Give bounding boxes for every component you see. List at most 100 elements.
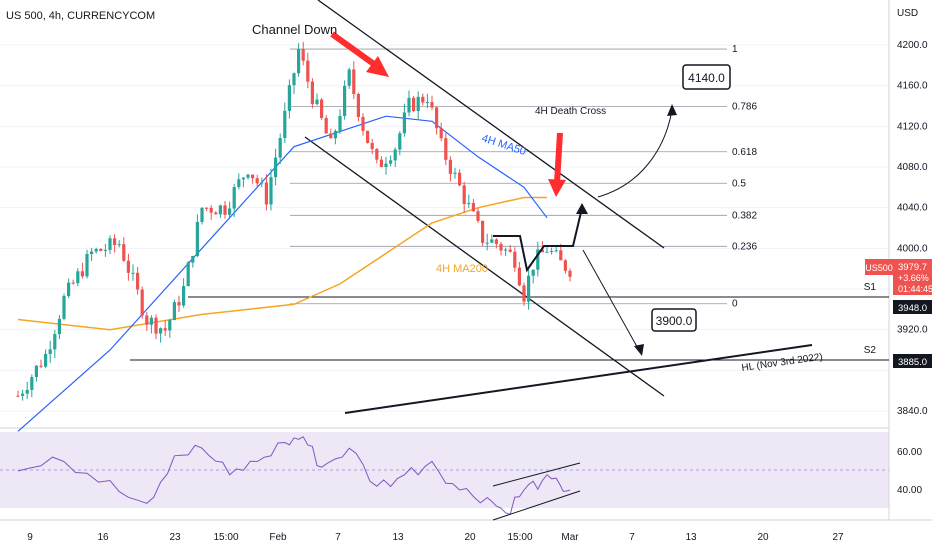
time-axis[interactable]: 9 16 23 15:00 Feb 7 13 20 15:00 Mar 7 13 20 27 [27, 532, 844, 543]
candle-body[interactable] [389, 160, 393, 164]
candle-body[interactable] [508, 249, 512, 252]
candle-body[interactable] [522, 285, 526, 302]
candle-body[interactable] [122, 244, 126, 261]
candle-body[interactable] [283, 110, 287, 139]
candle-body[interactable] [48, 349, 52, 354]
candle-body[interactable] [490, 239, 494, 243]
candle-body[interactable] [90, 251, 94, 255]
channel-upper-line[interactable] [317, 0, 665, 249]
candle-body[interactable] [513, 251, 517, 268]
candle-body[interactable] [421, 96, 425, 103]
candle-body[interactable] [209, 207, 213, 213]
candle-body[interactable] [416, 96, 420, 112]
candle-body[interactable] [352, 69, 356, 94]
target-low-box[interactable] [651, 308, 697, 332]
candle-body[interactable] [379, 159, 383, 167]
target-high-arrow[interactable] [597, 109, 673, 198]
candle-body[interactable] [517, 267, 521, 286]
candle-body[interactable] [278, 138, 282, 158]
candle-body[interactable] [99, 248, 103, 251]
candle-body[interactable] [218, 205, 222, 215]
candle-body[interactable] [237, 179, 241, 188]
candle-body[interactable] [140, 289, 144, 316]
candle-body[interactable] [315, 99, 319, 105]
candle-body[interactable] [407, 97, 411, 113]
candle-body[interactable] [370, 142, 374, 150]
candles[interactable] [16, 41, 572, 401]
candle-body[interactable] [34, 365, 38, 378]
rsi-channel-lower[interactable] [492, 490, 581, 521]
candle-body[interactable] [504, 249, 508, 251]
fib-retracement[interactable]: 1 0.786 0.618 0.5 0.382 0.236 0 [290, 44, 757, 310]
candle-body[interactable] [347, 69, 351, 86]
candle-body[interactable] [145, 315, 149, 325]
candle-body[interactable] [131, 272, 135, 274]
channel-lower-line[interactable] [304, 136, 665, 397]
candle-body[interactable] [228, 208, 232, 215]
candle-body[interactable] [453, 172, 457, 174]
candle-body[interactable] [471, 203, 475, 212]
candle-body[interactable] [182, 286, 186, 306]
candle-body[interactable] [444, 138, 448, 160]
candle-body[interactable] [393, 149, 397, 161]
candle-body[interactable] [223, 205, 227, 215]
candle-body[interactable] [531, 269, 535, 276]
target-high-box[interactable] [682, 64, 731, 90]
candle-body[interactable] [154, 317, 158, 334]
candle-body[interactable] [16, 395, 20, 397]
candle-body[interactable] [485, 242, 489, 244]
hl-trendline[interactable] [344, 344, 813, 414]
candle-body[interactable] [205, 207, 209, 209]
price-axis[interactable]: 4200.0 4160.0 4120.0 4080.0 4040.0 4000.0 3920… [897, 40, 928, 417]
candle-body[interactable] [554, 250, 558, 252]
candle-body[interactable] [246, 174, 250, 178]
candle-body[interactable] [402, 112, 406, 134]
candle-body[interactable] [356, 93, 360, 117]
rsi-line[interactable] [17, 436, 571, 516]
candle-body[interactable] [149, 317, 153, 325]
candle-body[interactable] [343, 85, 347, 116]
candle-body[interactable] [462, 185, 466, 205]
candle-body[interactable] [329, 133, 333, 139]
candle-body[interactable] [274, 157, 278, 178]
projection-path[interactable] [493, 207, 583, 273]
rsi-channel-upper[interactable] [492, 462, 581, 487]
candle-body[interactable] [536, 249, 540, 270]
candle-body[interactable] [85, 254, 89, 277]
ma50-line[interactable] [17, 115, 548, 432]
candle-body[interactable] [232, 187, 236, 209]
candle-body[interactable] [53, 334, 57, 350]
candle-body[interactable] [44, 353, 48, 367]
candle-body[interactable] [67, 282, 71, 297]
candle-body[interactable] [297, 49, 301, 74]
candle-body[interactable] [287, 85, 291, 111]
candle-body[interactable] [301, 49, 305, 61]
candle-body[interactable] [540, 249, 544, 253]
candle-body[interactable] [76, 271, 80, 284]
candle-body[interactable] [214, 212, 218, 215]
candle-body[interactable] [264, 182, 268, 205]
candle-body[interactable] [241, 177, 245, 180]
candle-body[interactable] [375, 149, 379, 160]
candle-body[interactable] [366, 130, 370, 143]
candle-body[interactable] [568, 270, 572, 277]
candle-body[interactable] [269, 177, 273, 205]
candle-body[interactable] [320, 99, 324, 119]
candle-body[interactable] [476, 211, 480, 221]
candle-body[interactable] [430, 102, 434, 108]
candle-body[interactable] [195, 221, 199, 256]
candle-body[interactable] [481, 220, 485, 243]
candle-body[interactable] [62, 296, 66, 319]
candle-body[interactable] [94, 248, 98, 252]
candle-body[interactable] [21, 393, 25, 396]
candle-body[interactable] [425, 102, 429, 104]
candle-body[interactable] [384, 163, 388, 167]
candle-body[interactable] [292, 73, 296, 86]
candle-body[interactable] [30, 377, 34, 390]
candle-body[interactable] [412, 97, 416, 112]
candle-body[interactable] [251, 174, 255, 179]
candle-body[interactable] [80, 271, 84, 277]
candle-body[interactable] [136, 272, 140, 290]
candle-body[interactable] [435, 107, 439, 129]
